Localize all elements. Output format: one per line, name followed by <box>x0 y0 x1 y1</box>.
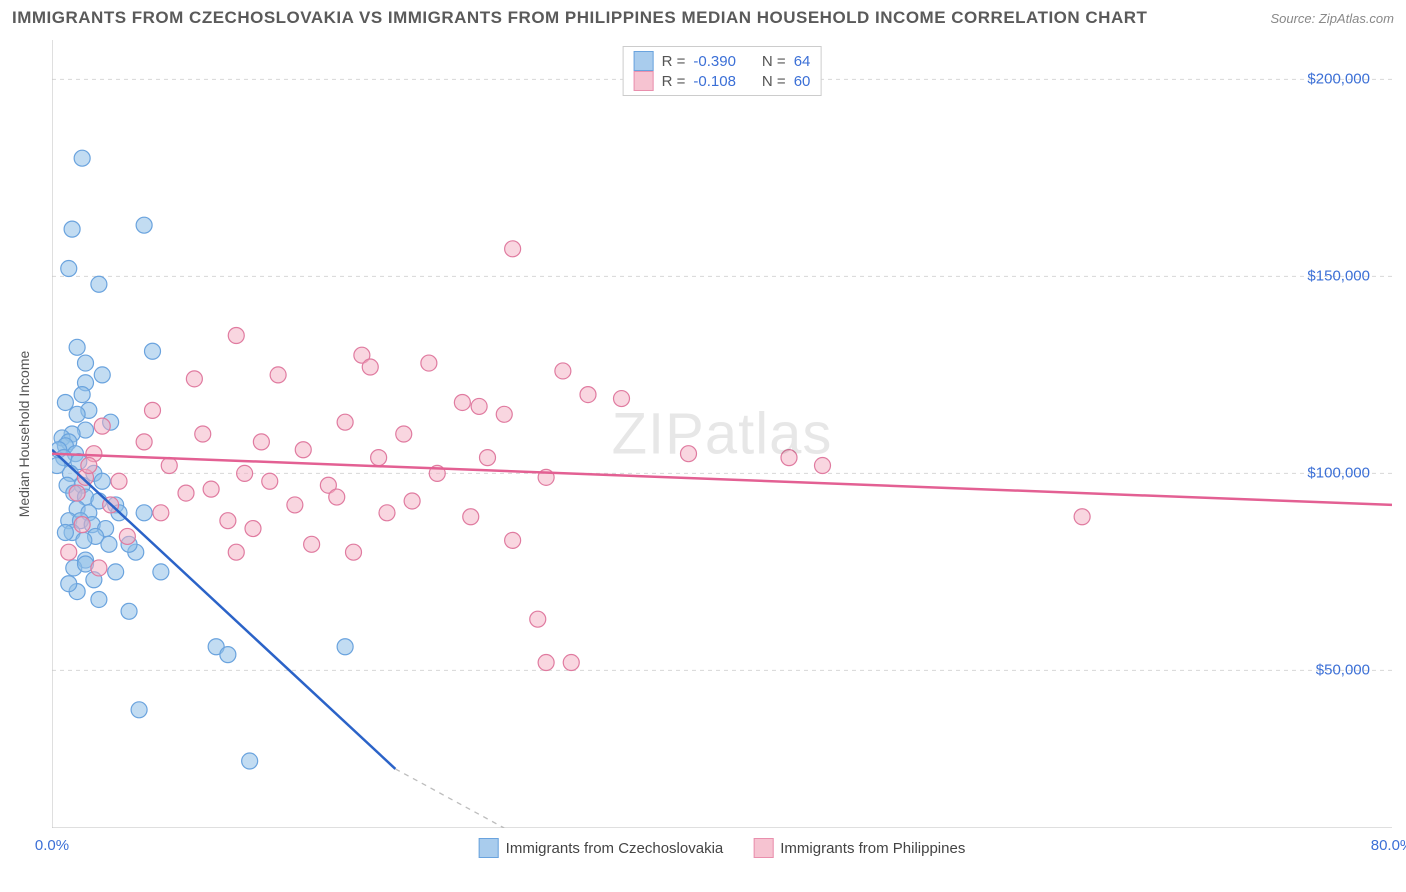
n-label: N = <box>762 73 786 90</box>
legend-series-label: Immigrants from Czechoslovakia <box>506 840 724 857</box>
legend-series-item: Immigrants from Philippines <box>753 838 965 858</box>
chart-source: Source: ZipAtlas.com <box>1270 11 1394 26</box>
n-label: N = <box>762 53 786 70</box>
legend-series-item: Immigrants from Czechoslovakia <box>479 838 724 858</box>
y-tick-label: $200,000 <box>1307 71 1370 88</box>
legend-swatch <box>634 51 654 71</box>
r-value: -0.390 <box>693 53 736 70</box>
r-label: R = <box>662 53 686 70</box>
y-tick-label: $100,000 <box>1307 465 1370 482</box>
legend-swatch <box>634 71 654 91</box>
n-value: 64 <box>794 53 811 70</box>
legend-series-label: Immigrants from Philippines <box>780 840 965 857</box>
legend-correlation-box: R = -0.390 N = 64 R = -0.108 N = 60 <box>623 46 822 96</box>
legend-correlation-row: R = -0.108 N = 60 <box>634 71 811 91</box>
y-tick-label: $50,000 <box>1316 662 1370 679</box>
chart-area: Median Household Income ZIPatlas $50,000… <box>52 40 1392 828</box>
legend-swatch <box>479 838 499 858</box>
n-value: 60 <box>794 73 811 90</box>
legend-correlation-row: R = -0.390 N = 64 <box>634 51 811 71</box>
legend-series: Immigrants from Czechoslovakia Immigrants… <box>479 838 966 858</box>
x-tick-label-right: 80.0% <box>1371 837 1406 854</box>
chart-header: IMMIGRANTS FROM CZECHOSLOVAKIA VS IMMIGR… <box>12 8 1394 28</box>
legend-swatch <box>753 838 773 858</box>
y-axis-label: Median Household Income <box>16 351 32 518</box>
chart-title: IMMIGRANTS FROM CZECHOSLOVAKIA VS IMMIGR… <box>12 8 1147 28</box>
r-value: -0.108 <box>693 73 736 90</box>
scatter-plot <box>52 40 1392 828</box>
r-label: R = <box>662 73 686 90</box>
y-tick-label: $150,000 <box>1307 268 1370 285</box>
x-tick-label-left: 0.0% <box>35 837 69 854</box>
